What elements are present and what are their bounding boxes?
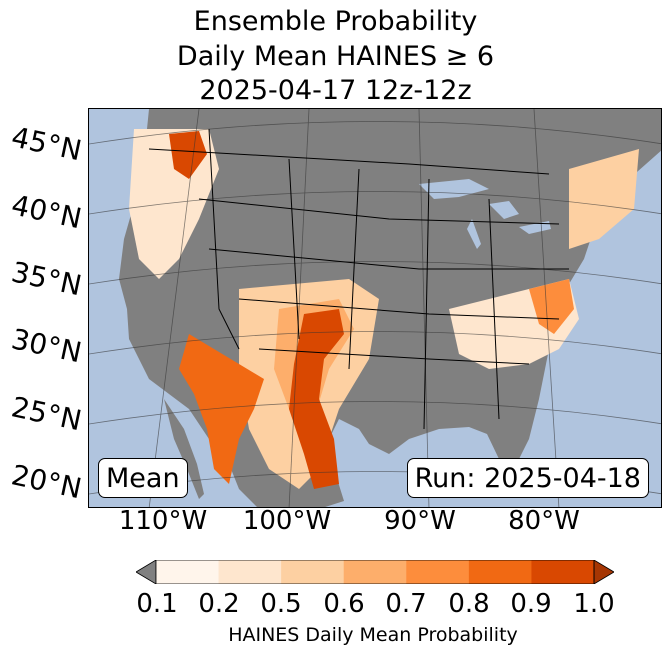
colorbar-over-arrow (593, 560, 614, 584)
colorbar-tick: 1.0 (573, 589, 615, 619)
lon-label-110: 110°W (118, 506, 208, 536)
lon-label-100: 100°W (242, 506, 332, 536)
lon-label-90: 90°W (384, 506, 456, 536)
colorbar (136, 560, 614, 584)
prob-high-plains (289, 309, 344, 489)
baja-peninsula (164, 399, 204, 499)
colorbar-tick: 0.2 (198, 589, 240, 619)
lat-label-30: 30°N (8, 322, 85, 370)
title-line-1: Ensemble Probability (193, 6, 478, 37)
probability-map[interactable] (88, 108, 662, 508)
lat-label-25: 25°N (8, 390, 85, 438)
colorbar-tick: 0.9 (510, 589, 552, 619)
colorbar-label: HAINES Daily Mean Probability (228, 624, 518, 646)
colorbar-tick: 0.6 (323, 589, 365, 619)
lat-label-35: 35°N (8, 255, 85, 303)
prob-low-northeast (569, 149, 639, 249)
colorbar-tick: 0.8 (448, 589, 490, 619)
colorbar-under-arrow (136, 560, 157, 584)
lat-label-20: 20°N (8, 458, 85, 506)
colorbar-segment (343, 560, 407, 584)
run-date-label: Run: 2025-04-18 (406, 458, 649, 498)
colorbar-segments (156, 560, 595, 584)
colorbar-tick: 0.7 (385, 589, 427, 619)
title-line-3: 2025-04-17 12z-12z (199, 75, 472, 106)
lat-label-45: 45°N (8, 120, 85, 168)
great-lakes (419, 179, 551, 249)
colorbar-outline (155, 560, 595, 584)
prob-high-southwest (179, 334, 264, 484)
mean-label: Mean (98, 458, 188, 498)
prob-mid-carolina (529, 279, 574, 334)
map-canvas (89, 109, 661, 507)
colorbar-segment (218, 560, 282, 584)
colorbar-segment (406, 560, 470, 584)
lon-label-80: 80°W (508, 506, 580, 536)
colorbar-segment (531, 560, 595, 584)
title-line-2: Daily Mean HAINES ≥ 6 (176, 41, 495, 72)
lat-label-40: 40°N (8, 188, 85, 236)
prob-high-northwest (169, 131, 207, 179)
state-borders (148, 128, 569, 430)
colorbar-segment (468, 560, 532, 584)
colorbar-tick: 0.1 (136, 589, 178, 619)
colorbar-tick: 0.5 (260, 589, 302, 619)
colorbar-segment (281, 560, 345, 584)
colorbar-segment (156, 560, 220, 584)
